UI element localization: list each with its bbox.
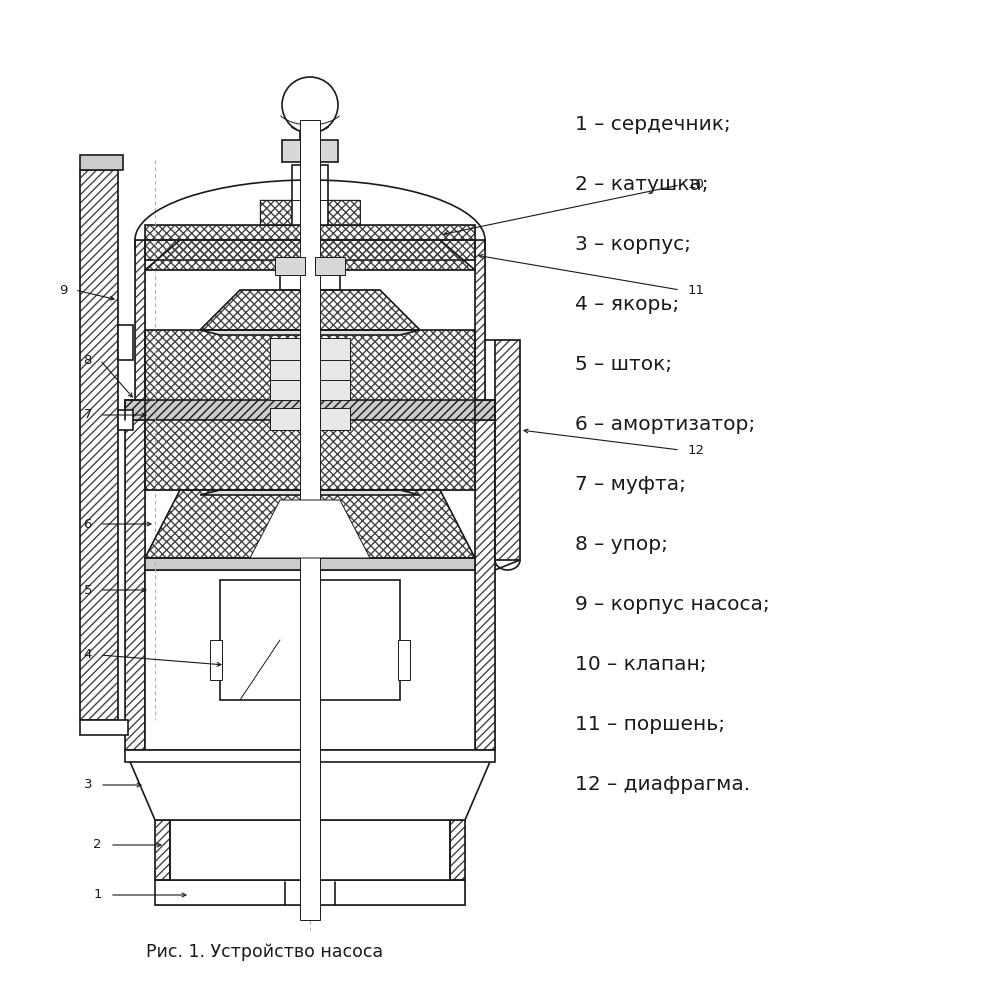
Text: 2: 2 <box>94 838 102 852</box>
Bar <box>270 408 300 430</box>
Text: 8: 8 <box>84 354 92 366</box>
Polygon shape <box>125 750 495 820</box>
Polygon shape <box>80 720 128 735</box>
Text: 12 – диафрагма.: 12 – диафрагма. <box>575 775 750 794</box>
Text: 5 – шток;: 5 – шток; <box>575 356 672 374</box>
Polygon shape <box>250 500 370 558</box>
Bar <box>270 338 300 360</box>
Text: 9 – корпус насоса;: 9 – корпус насоса; <box>575 595 770 614</box>
Polygon shape <box>170 820 450 880</box>
Text: 6: 6 <box>84 518 92 530</box>
Polygon shape <box>125 750 495 762</box>
Polygon shape <box>125 400 495 420</box>
Text: 1 – сердечник;: 1 – сердечник; <box>575 115 731 134</box>
Polygon shape <box>145 558 475 570</box>
Polygon shape <box>155 880 465 905</box>
Text: 11 – поршень;: 11 – поршень; <box>575 716 725 734</box>
Bar <box>118 325 133 360</box>
Text: 10 – клапан;: 10 – клапан; <box>575 656 707 675</box>
Text: 3 – корпус;: 3 – корпус; <box>575 235 691 254</box>
Polygon shape <box>145 570 475 750</box>
Text: 5: 5 <box>84 584 92 596</box>
Bar <box>292 165 328 225</box>
Text: 3: 3 <box>84 778 92 792</box>
Bar <box>275 257 305 275</box>
Text: 10: 10 <box>688 178 705 192</box>
Bar <box>210 640 222 680</box>
Polygon shape <box>200 330 420 335</box>
Bar <box>320 358 350 380</box>
Bar <box>220 580 400 700</box>
Text: 9: 9 <box>59 284 67 296</box>
Text: 7 – муфта;: 7 – муфта; <box>575 476 686 494</box>
Bar <box>270 378 300 400</box>
Text: 1: 1 <box>94 888 102 902</box>
Polygon shape <box>200 490 420 495</box>
Text: Рис. 1. Устройство насоса: Рис. 1. Устройство насоса <box>146 943 384 961</box>
Text: 6 – амортизатор;: 6 – амортизатор; <box>575 416 755 434</box>
Bar <box>398 640 410 680</box>
Bar <box>282 140 338 162</box>
Bar <box>320 378 350 400</box>
Bar <box>118 410 133 430</box>
Text: 8 – упор;: 8 – упор; <box>575 536 668 554</box>
Bar <box>300 115 320 140</box>
Bar <box>315 257 345 275</box>
Text: 4 – якорь;: 4 – якорь; <box>575 295 679 314</box>
Text: 7: 7 <box>84 408 92 422</box>
Bar <box>320 408 350 430</box>
Text: 4: 4 <box>84 648 92 662</box>
Polygon shape <box>80 155 123 170</box>
Polygon shape <box>280 270 340 290</box>
Text: 11: 11 <box>688 284 705 296</box>
Text: 2 – катушка;: 2 – катушка; <box>575 176 709 194</box>
Bar <box>270 358 300 380</box>
Circle shape <box>282 77 338 133</box>
Text: 12: 12 <box>688 444 705 456</box>
Bar <box>320 338 350 360</box>
Bar <box>300 120 320 920</box>
